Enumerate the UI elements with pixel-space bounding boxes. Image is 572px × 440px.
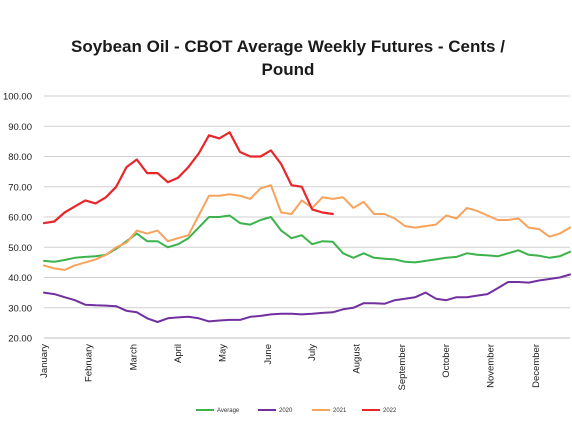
y-tick-label: 30.00 (8, 303, 32, 314)
series-line-2022 (42, 131, 334, 225)
x-tick-label: May (217, 344, 228, 362)
x-tick-label: January (39, 344, 50, 378)
legend-label-2021: 2021 (333, 408, 347, 414)
x-tick-label: February (83, 344, 94, 382)
x-tick-label: December (531, 344, 542, 388)
legend: Average 2020 2021 2022 (196, 408, 397, 414)
y-axis-tick-labels: 100.00 90.00 80.00 70.00 60.00 50.00 40.00 30.0… (3, 92, 32, 345)
x-tick-label: March (129, 344, 140, 370)
y-tick-label: 50.00 (8, 243, 32, 254)
x-tick-label: October (441, 344, 452, 378)
y-tick-label: 40.00 (8, 273, 32, 284)
y-tick-label: 90.00 (8, 122, 32, 133)
series-line-2021 (43, 184, 571, 271)
series-line-2020 (43, 273, 571, 323)
series-lines (42, 131, 571, 323)
chart-title-line-1: Soybean Oil - CBOT Average Weekly Future… (71, 37, 505, 56)
series-line-average (43, 214, 571, 264)
chart-title-line-2: Pound (262, 60, 315, 79)
y-tick-label: 60.00 (8, 213, 32, 224)
grid-lines (44, 95, 570, 339)
x-tick-label: April (173, 344, 184, 363)
legend-label-2022: 2022 (383, 408, 397, 414)
y-tick-label: 70.00 (8, 182, 32, 193)
y-tick-label: 100.00 (3, 92, 32, 103)
x-tick-label: July (307, 344, 318, 361)
x-tick-label: September (397, 344, 408, 390)
x-tick-label: November (486, 344, 497, 388)
y-tick-label: 20.00 (8, 334, 32, 345)
x-tick-label: August (352, 344, 363, 374)
legend-label-2020: 2020 (279, 408, 293, 414)
y-tick-label: 80.00 (8, 152, 32, 163)
legend-label-average: Average (217, 408, 240, 414)
x-tick-label: June (263, 344, 274, 365)
x-axis-tick-labels: January February March April May June July Augu… (39, 344, 542, 391)
